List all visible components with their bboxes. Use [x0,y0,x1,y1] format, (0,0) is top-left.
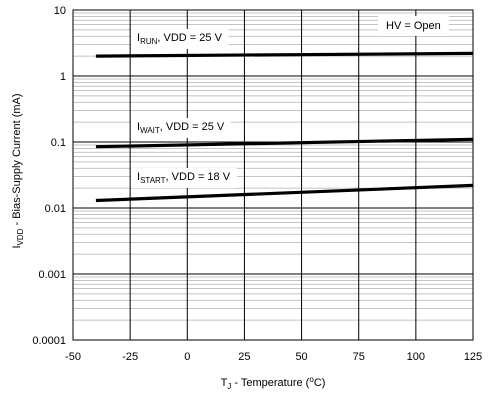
y-tick-label: 0.1 [51,137,66,149]
y-axis-label-base: I [11,245,23,248]
x-axis-label-degree: o [309,375,314,384]
x-tick-label: 125 [464,351,482,363]
y-tick-label: 0.001 [38,269,66,281]
series-label-text: ISTART, VDD = 18 V [137,171,231,185]
x-axis-label-unit: C) [314,377,326,389]
series-label-rest: , VDD = 25 V [157,32,222,44]
series-label-wait: IWAIT, VDD = 25 V [131,118,231,138]
series-label-base: I [137,171,140,183]
y-axis-label-rest: - Bias-Supply Current (mA) [11,93,23,228]
series-label-run: IRUN, VDD = 25 V [131,29,229,49]
series-label-rest: , VDD = 25 V [160,121,225,133]
series-line-run [95,51,474,58]
legend-box [378,16,449,36]
y-tick-label: 0.0001 [32,335,66,347]
series-label-text: IWAIT, VDD = 25 V [137,121,225,135]
x-tick-label: 75 [353,351,365,363]
x-axis-label-base: T [221,377,228,389]
series-label-sub: START [140,176,166,185]
x-axis-ticks: -50 -25 0 25 50 75 100 125 [65,351,482,363]
x-axis-label-sub: J [227,382,231,391]
y-tick-label: 1 [60,71,66,83]
y-tick-label: 10 [54,5,66,17]
series-label-sub: WAIT [140,126,160,135]
x-tick-label: -25 [122,351,138,363]
y-tick-label: 0.01 [45,203,66,215]
plot-frame [72,9,474,341]
series-label-bg [131,168,237,188]
series-line-start [95,183,474,203]
series-label-start: ISTART, VDD = 18 V [131,168,237,188]
legend: HV = Open [378,16,449,36]
series-label-sub: RUN [140,37,158,46]
x-tick-label: -50 [65,351,81,363]
series [95,51,474,203]
series-label-base: I [137,121,140,133]
series-label-text: IRUN, VDD = 25 V [137,32,223,46]
x-axis-label-rest: - Temperature ( [231,377,309,389]
series-line-wait [95,137,474,149]
series-label-rest: , VDD = 18 V [166,171,231,183]
x-tick-label: 25 [238,351,250,363]
y-axis-ticks: 0.0001 0.001 0.01 0.1 1 10 [32,5,66,347]
series-label-bg [131,29,229,49]
x-tick-label: 0 [184,351,190,363]
x-tick-label: 100 [407,351,425,363]
y-axis-label-sub: VDD [16,228,25,245]
legend-text: HV = Open [386,20,441,32]
x-tick-label: 50 [295,351,307,363]
x-axis-label: TJ - Temperature (oC) [221,375,326,391]
series-label-base: I [137,32,140,44]
y-axis-label: IVDD - Bias-Supply Current (mA) [11,93,25,248]
series-label-bg [131,118,231,138]
